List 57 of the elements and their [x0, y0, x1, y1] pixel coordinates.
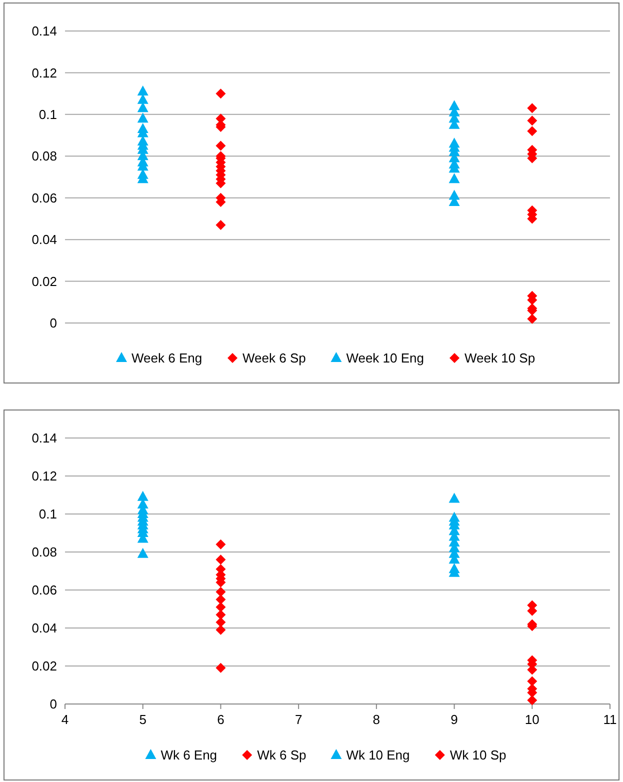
point [448, 492, 460, 503]
point [137, 102, 148, 112]
point [527, 103, 538, 114]
point [216, 539, 226, 550]
y-tick-label: 0.08 [32, 148, 57, 164]
point [527, 695, 538, 706]
y-tick-label: 0.14 [32, 24, 57, 39]
point [137, 112, 148, 123]
y-tick-label: 0.12 [32, 65, 57, 80]
legend-label: Wk 6 Eng [160, 748, 218, 763]
legend-label: Week 10 Eng [346, 350, 424, 366]
y-tick-label: 0.02 [32, 658, 57, 674]
legend-label: Wk 10 Eng [346, 748, 410, 763]
y-tick-label: 0.08 [32, 544, 57, 560]
x-tick-label: 7 [294, 712, 302, 727]
point [527, 126, 538, 136]
legend-label: Week 6 Eng [132, 350, 202, 366]
point [216, 554, 226, 565]
point [216, 220, 226, 230]
point [216, 624, 226, 635]
point [448, 173, 460, 184]
point [137, 490, 148, 501]
y-tick-label: 0 [50, 316, 57, 331]
point [216, 610, 226, 620]
y-tick-label: 0.06 [32, 582, 57, 598]
x-tick-label: 4 [61, 712, 69, 727]
point [216, 88, 226, 99]
x-tick-label: 9 [450, 712, 458, 727]
x-tick-label: 8 [372, 712, 380, 727]
y-tick-label: 0.1 [38, 506, 57, 522]
point [137, 85, 148, 96]
legend-label: Week 6 Sp [242, 350, 306, 366]
point [216, 602, 226, 612]
x-tick-label: 6 [217, 712, 224, 727]
x-tick-label: 10 [524, 712, 540, 727]
point [216, 594, 226, 604]
x-tick-label: 5 [139, 712, 146, 727]
point [216, 586, 226, 597]
point [216, 140, 226, 151]
y-tick-label: 0.04 [32, 620, 57, 636]
legend-label: Wk 10 Sp [450, 748, 506, 763]
y-tick-label: 0.02 [32, 274, 57, 289]
y-tick-label: 0.14 [32, 430, 57, 446]
point [527, 314, 538, 324]
legend-label: Week 10 Sp [464, 350, 536, 366]
point [527, 676, 538, 686]
x-tick-label: 11 [603, 712, 617, 727]
legend-label: Wk 6 Sp [257, 748, 306, 763]
y-tick-label: 0.1 [38, 106, 57, 122]
y-tick-label: 0.04 [32, 232, 57, 248]
y-tick-label: 0 [50, 696, 57, 712]
point [216, 617, 226, 628]
y-tick-label: 0.12 [32, 468, 57, 484]
point [527, 116, 538, 126]
y-tick-label: 0.06 [32, 190, 57, 206]
point [137, 548, 148, 558]
point [216, 662, 226, 673]
